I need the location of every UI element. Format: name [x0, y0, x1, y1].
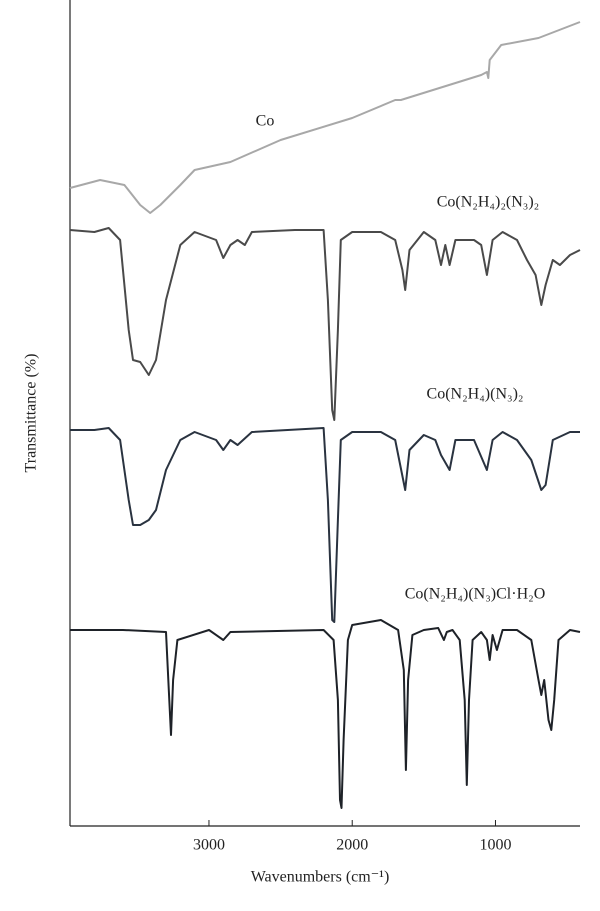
- x-tick-label: 3000: [193, 837, 225, 854]
- x-tick-label: 1000: [479, 837, 511, 854]
- series-label: Co(N₂H₄)(N₃)₂: [427, 386, 524, 403]
- spectrum-line: [70, 427, 580, 623]
- series-label: Co: [256, 113, 275, 130]
- spectrum-line: [69, 227, 581, 421]
- spectrum-line: [70, 619, 581, 809]
- series-label: Co(N₂H₄)₂(N₃)₂: [437, 194, 540, 211]
- y-axis-label: Transmittance (%): [23, 354, 40, 473]
- spectrum-line: [69, 21, 581, 214]
- x-axis-label: Wavenumbers (cm⁻¹): [251, 869, 390, 886]
- series-label: Co(N₂H₄)(N₃)Cl·H₂O: [405, 586, 546, 603]
- x-tick-label: 2000: [336, 837, 368, 854]
